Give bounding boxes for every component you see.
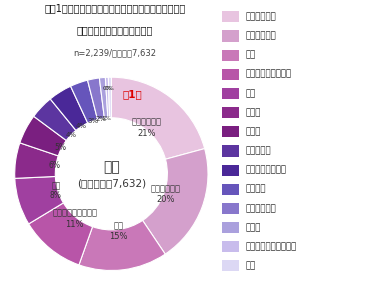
Wedge shape [105, 77, 109, 118]
Text: 第1位: 第1位 [123, 89, 142, 99]
Text: 乾燥: 乾燥 [245, 51, 255, 60]
Text: アレルギー: アレルギー [245, 146, 271, 155]
Text: 全体: 全体 [103, 160, 120, 174]
Text: 肌の凹凸: 肌の凹凸 [245, 185, 266, 194]
Text: 乾燥
15%: 乾燥 15% [109, 221, 128, 241]
Text: 最近1年以内にどんなお肌の「不調」や「お悩み」が: 最近1年以内にどんなお肌の「不調」や「お悩み」が [45, 3, 186, 13]
Text: n=2,239/回答件数7,632: n=2,239/回答件数7,632 [74, 48, 157, 58]
Text: クマ: クマ [245, 89, 255, 98]
Text: 0%: 0% [105, 86, 115, 91]
Text: 肌の不調や悩みはない: 肌の不調や悩みはない [245, 242, 296, 251]
Wedge shape [29, 203, 93, 265]
FancyBboxPatch shape [222, 11, 239, 23]
Wedge shape [15, 176, 63, 224]
Text: あざ: あざ [245, 261, 255, 270]
Text: ニキビ・吹き出物: ニキビ・吹き出物 [245, 166, 286, 175]
FancyBboxPatch shape [222, 126, 239, 137]
Text: シミ・くすみ: シミ・くすみ [245, 32, 276, 40]
Text: シミ・くすみ
20%: シミ・くすみ 20% [151, 184, 181, 204]
Wedge shape [111, 77, 205, 159]
Text: シワ・たるみ
21%: シワ・たるみ 21% [132, 118, 162, 138]
FancyBboxPatch shape [222, 30, 239, 42]
Text: 4%: 4% [76, 123, 87, 129]
Text: 4%: 4% [65, 132, 76, 138]
Wedge shape [79, 220, 165, 270]
FancyBboxPatch shape [222, 145, 239, 156]
FancyBboxPatch shape [222, 164, 239, 176]
Wedge shape [99, 78, 108, 118]
FancyBboxPatch shape [222, 203, 239, 214]
FancyBboxPatch shape [222, 107, 239, 118]
Wedge shape [71, 80, 98, 123]
Text: 肌荒れ: 肌荒れ [245, 127, 261, 136]
Text: (回答件数：7,632): (回答件数：7,632) [77, 178, 146, 188]
Text: シワ・たるみ: シワ・たるみ [245, 12, 276, 21]
FancyBboxPatch shape [222, 184, 239, 195]
Text: その他: その他 [245, 223, 261, 232]
Text: 毛穴の開き・黒ずみ
11%: 毛穴の開き・黒ずみ 11% [52, 209, 97, 229]
Wedge shape [108, 77, 111, 118]
Wedge shape [15, 143, 58, 178]
Wedge shape [50, 86, 88, 131]
Text: 5%: 5% [55, 143, 67, 152]
Text: 1%: 1% [101, 115, 111, 121]
Text: 3%: 3% [87, 118, 98, 124]
Text: ありましたか（複数回答可）: ありましたか（複数回答可） [77, 26, 153, 36]
Wedge shape [88, 78, 104, 119]
Text: 肌のベタつき: 肌のベタつき [245, 204, 276, 213]
Wedge shape [142, 148, 208, 254]
FancyBboxPatch shape [222, 260, 239, 271]
Text: 敏感肌: 敏感肌 [245, 108, 261, 117]
Text: 0%: 0% [103, 86, 113, 91]
FancyBboxPatch shape [222, 69, 239, 80]
FancyBboxPatch shape [222, 88, 239, 99]
Wedge shape [20, 116, 66, 156]
Text: 2%: 2% [96, 116, 106, 122]
FancyBboxPatch shape [222, 50, 239, 61]
FancyBboxPatch shape [222, 241, 239, 252]
Text: クマ
8%: クマ 8% [50, 181, 62, 200]
Wedge shape [34, 99, 76, 141]
FancyBboxPatch shape [222, 222, 239, 233]
Text: 毛穴の開き・黒ずみ: 毛穴の開き・黒ずみ [245, 70, 291, 79]
Text: 6%: 6% [49, 161, 61, 170]
